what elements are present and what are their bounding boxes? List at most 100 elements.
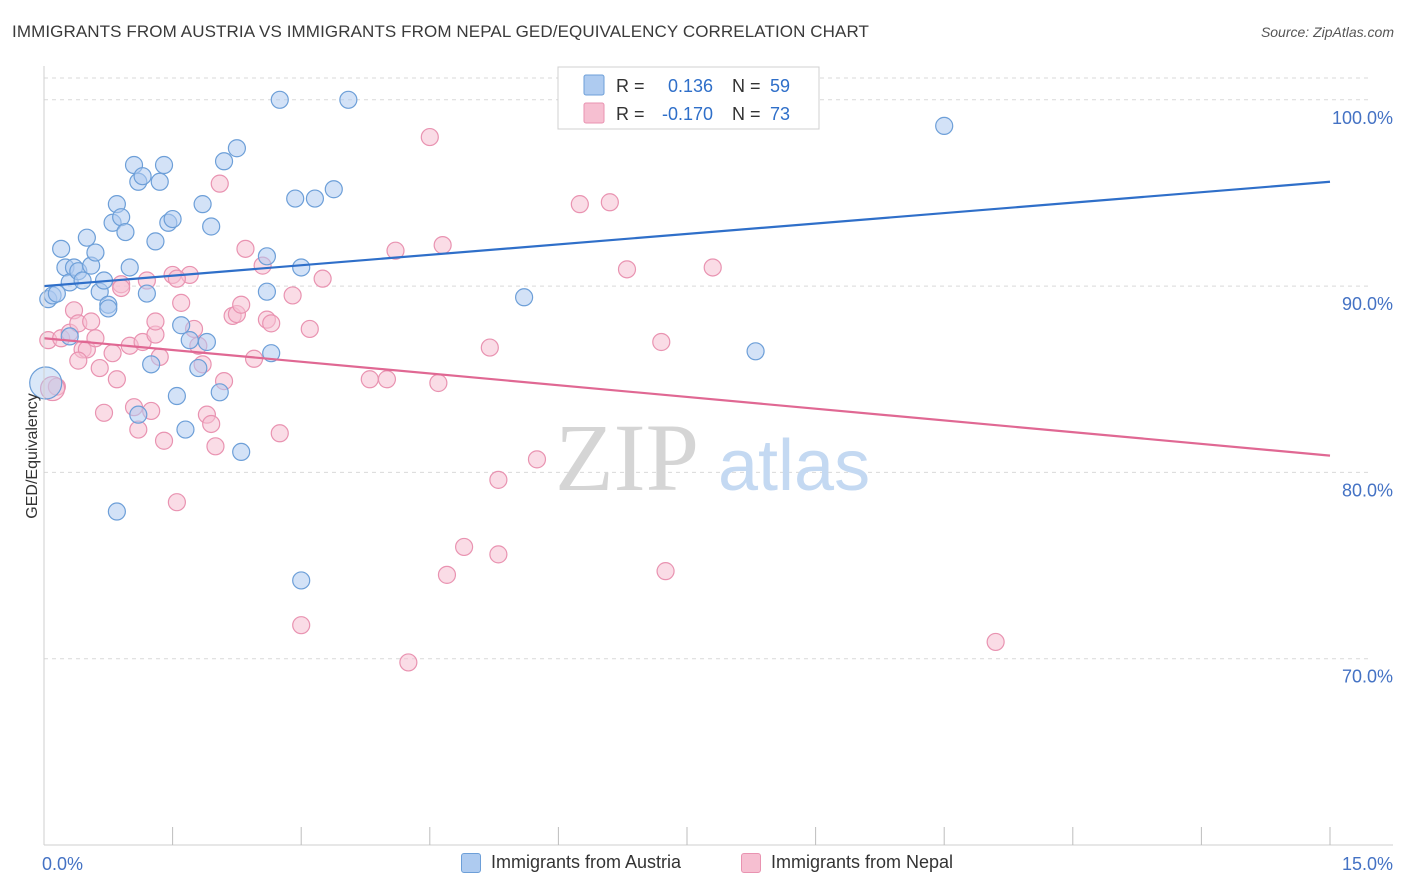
nepal-point (202, 414, 221, 434)
nepal-point (236, 239, 255, 258)
watermark-zip: ZIP (555, 404, 699, 511)
nepal-point (112, 278, 131, 298)
austria-point (262, 344, 281, 363)
nepal-n-label: N = (732, 104, 761, 124)
legend-item-nepal: Immigrants from Nepal (741, 852, 953, 873)
source-label: Source: ZipAtlas.com (1260, 24, 1394, 40)
y-axis-label: GED/Equivalency (24, 393, 41, 518)
austria-point (163, 209, 182, 229)
nepal-point (283, 286, 302, 305)
nepal-point (39, 375, 66, 402)
austria-point (129, 405, 148, 424)
austria-points (29, 90, 954, 590)
austria-point (202, 217, 221, 236)
y-tick-label: 80.0% (1342, 480, 1393, 500)
nepal-point (986, 632, 1005, 652)
nepal-point (600, 193, 619, 212)
grid-layer (44, 77, 1370, 660)
austria-point (52, 239, 71, 258)
austria-point (150, 172, 169, 191)
nepal-point (652, 332, 671, 352)
nepal-point (489, 545, 508, 564)
y-tick-label: 100.0% (1332, 108, 1393, 128)
nepal-point (377, 370, 397, 389)
nepal-point (617, 260, 637, 279)
nepal-point (386, 241, 405, 260)
nepal-point (167, 493, 186, 512)
nepal-point (146, 312, 165, 331)
austria-point (257, 282, 277, 301)
nepal-point (360, 370, 379, 389)
nepal-trend-line (43, 337, 1331, 457)
chart-title: IMMIGRANTS FROM AUSTRIA VS IMMIGRANTS FR… (12, 22, 870, 41)
austria-point (292, 571, 311, 590)
nepal-point (107, 370, 126, 389)
nepal-point (300, 319, 319, 339)
nepal-point (82, 312, 101, 331)
nepal-point (703, 258, 722, 277)
nepal-point (210, 174, 229, 193)
austria-point (189, 358, 208, 378)
austria-point (172, 316, 191, 335)
austria-point (180, 331, 199, 350)
austria-point (60, 327, 79, 346)
nepal-point (270, 424, 289, 443)
austria-point (137, 284, 156, 303)
nepal-point (103, 344, 122, 363)
austria-point (73, 271, 92, 290)
nepal-point (206, 437, 225, 456)
nepal-point (433, 236, 452, 255)
nepal-point (420, 127, 439, 147)
austria-point (270, 90, 289, 109)
austria-legend-swatch (583, 74, 605, 96)
austria-point (167, 386, 186, 406)
nepal-r-value: -0.170 (662, 104, 713, 124)
y-tick-label: 90.0% (1342, 294, 1393, 314)
nepal-point (172, 293, 191, 312)
nepal-point (167, 269, 186, 288)
axis-layer: 100.0% 90.0% 80.0% 70.0% 0.0% 15.0% (42, 66, 1393, 874)
x-tick-label: 0.0% (42, 854, 83, 874)
austria-point (339, 90, 358, 109)
austria-point (210, 383, 229, 402)
x-tick-label: 15.0% (1342, 854, 1393, 874)
nepal-point (489, 470, 508, 489)
nepal-point (232, 295, 251, 314)
nepal-point (90, 358, 109, 378)
legend-item-austria: Immigrants from Austria (461, 852, 681, 873)
austria-point (515, 288, 534, 307)
nepal-point (454, 537, 474, 557)
nepal-n-value: 73 (770, 104, 790, 124)
austria-point (746, 342, 765, 361)
austria-point (142, 355, 161, 374)
austria-point (232, 442, 251, 462)
austria-point (112, 208, 131, 227)
austria-point (257, 247, 277, 266)
legend-label-austria: Immigrants from Austria (491, 852, 682, 872)
austria-point (86, 243, 105, 262)
austria-point (214, 152, 234, 171)
nepal-point (262, 314, 281, 333)
nepal-point (437, 565, 457, 584)
austria-point (324, 180, 343, 199)
legend-swatch-nepal (741, 852, 761, 873)
austria-point (99, 299, 118, 318)
nepal-point (570, 195, 589, 214)
austria-point (305, 189, 325, 208)
legend-swatch-austria (461, 852, 481, 873)
nepal-point (480, 338, 499, 357)
austria-point (193, 195, 212, 214)
austria-point (292, 258, 311, 277)
austria-point (197, 332, 216, 352)
austria-trend-line (43, 180, 1331, 288)
austria-point (227, 139, 246, 158)
austria-point (107, 502, 126, 521)
austria-point (116, 222, 135, 242)
austria-point (133, 167, 152, 186)
watermark-atlas: atlas (718, 426, 870, 506)
austria-point (77, 228, 96, 247)
austria-r-value: 0.136 (668, 76, 713, 96)
nepal-point (429, 373, 448, 393)
legend-label-nepal: Immigrants from Nepal (771, 852, 954, 872)
